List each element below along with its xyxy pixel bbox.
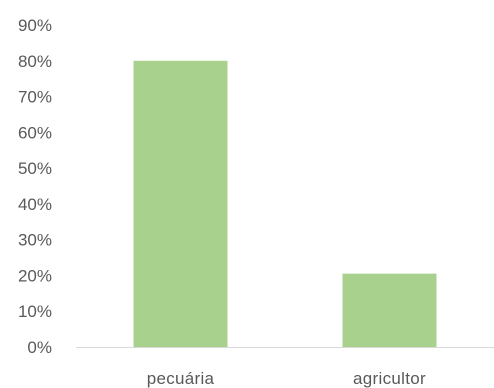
y-tick-label: 60% [18,123,52,142]
y-tick-label: 30% [18,231,52,250]
y-tick-label: 40% [18,195,52,214]
y-tick-label: 0% [27,338,52,357]
y-tick-label: 20% [18,266,52,285]
x-category-label: agricultor [353,369,426,388]
y-tick-label: 80% [18,52,52,71]
y-tick-label: 50% [18,159,52,178]
x-axis-category-labels: pecuária agricultor [147,369,426,388]
y-axis-tick-labels: 0% 10% 20% 30% 40% 50% 60% 70% 80% 90% [18,16,52,357]
x-category-label: pecuária [147,369,215,388]
bars [133,60,437,348]
y-tick-label: 70% [18,88,52,107]
bar-1 [342,273,437,347]
bar-0 [133,60,228,348]
y-tick-label: 10% [18,302,52,321]
y-tick-label: 90% [18,16,52,35]
